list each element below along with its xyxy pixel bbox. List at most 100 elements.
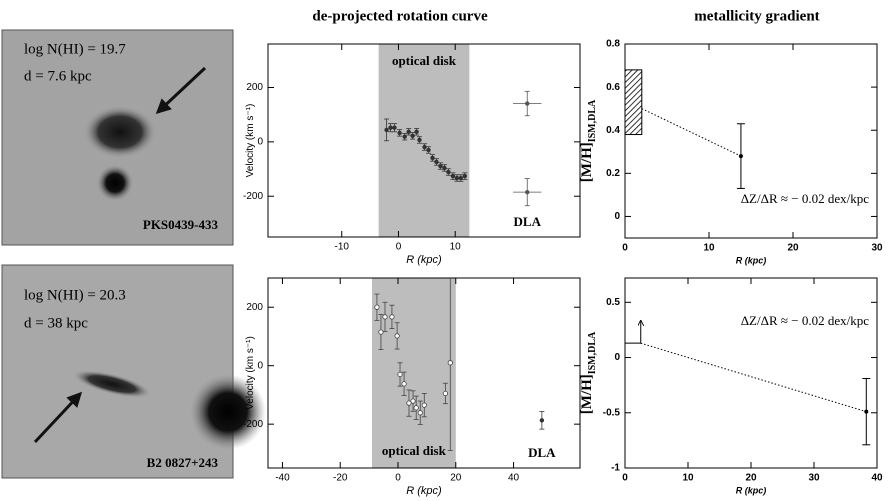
star xyxy=(190,374,266,450)
x-axis-label: R (kpc) xyxy=(406,485,442,497)
data-point xyxy=(525,189,530,195)
data-point xyxy=(388,125,393,130)
data-point xyxy=(374,304,380,310)
plot-frame xyxy=(624,277,878,469)
data-point xyxy=(450,173,456,179)
x-tick-label: -20 xyxy=(333,473,348,484)
plot-frame xyxy=(267,277,581,469)
data-point xyxy=(525,101,530,106)
data-point xyxy=(397,371,403,378)
y-tick-label: 0.5 xyxy=(606,297,620,308)
y-tick-label: 200 xyxy=(246,302,263,313)
y-axis-label-main: Velocity (km s⁻¹) xyxy=(245,104,256,178)
x-tick-label: 40 xyxy=(871,473,883,484)
data-point xyxy=(378,329,384,335)
optical-disk-band xyxy=(372,278,456,468)
x-tick-label: 20 xyxy=(450,473,462,484)
x-tick-label: 0 xyxy=(622,243,628,254)
data-point xyxy=(406,129,411,135)
arrow xyxy=(33,391,83,444)
data-point xyxy=(389,314,395,320)
x-axis-label: R (kpc) xyxy=(736,255,767,265)
data-point xyxy=(410,398,416,404)
y-tick-label: 0.4 xyxy=(606,125,620,136)
data-point xyxy=(413,405,419,411)
y-tick-label: 0.2 xyxy=(606,168,620,179)
data-point xyxy=(738,154,743,159)
galaxy xyxy=(84,106,156,158)
image-panel: log N(HI) = 19.7 d = 7.6 kpc PKS0439-433 xyxy=(1,29,234,246)
gradient-line xyxy=(641,108,742,157)
y-tick-label: 0 xyxy=(257,136,263,147)
y-axis-label-sub: ISM,DLA xyxy=(587,99,598,142)
x-tick-label: 20 xyxy=(787,243,799,254)
data-point xyxy=(402,134,407,139)
image-label: log N(HI) = 20.3 xyxy=(24,287,126,303)
data-point xyxy=(539,418,545,423)
x-tick-label: 0 xyxy=(622,473,628,484)
dla-label: DLA xyxy=(528,445,556,460)
data-point xyxy=(864,409,869,414)
plot-frame xyxy=(267,43,581,238)
y-tick-label: 0 xyxy=(614,211,620,222)
x-tick-label: 10 xyxy=(450,242,462,253)
band-label: optical disk xyxy=(382,443,447,458)
data-point xyxy=(458,175,464,181)
optical-disk-band xyxy=(378,44,470,237)
x-tick-label: 30 xyxy=(871,243,883,254)
column-title: metallicity gradient xyxy=(694,8,819,24)
y-tick-label: 0 xyxy=(614,352,620,363)
data-point xyxy=(421,402,427,408)
dla-label: DLA xyxy=(514,214,542,229)
y-axis-label: [M/H]ISM,DLA xyxy=(579,99,598,182)
data-point xyxy=(392,125,397,130)
data-point xyxy=(417,137,422,143)
y-tick-label: -200 xyxy=(243,191,263,202)
x-tick-label: -10 xyxy=(335,242,350,253)
data-point xyxy=(406,400,412,406)
data-point xyxy=(414,129,419,135)
y-tick-label: -200 xyxy=(243,419,263,430)
data-point xyxy=(382,314,388,320)
data-point xyxy=(447,360,453,366)
data-point xyxy=(417,410,423,416)
y-tick-label: 200 xyxy=(246,82,263,93)
y-tick-label: -1 xyxy=(611,463,620,474)
x-tick-label: 10 xyxy=(703,243,715,254)
x-axis-label: R (kpc) xyxy=(406,254,442,266)
gradient-line xyxy=(640,342,867,413)
x-tick-label: 0 xyxy=(396,242,402,253)
object-name: PKS0439-433 xyxy=(143,217,219,232)
y-axis-label: Velocity (km s⁻¹) xyxy=(245,104,256,178)
object-name: B2 0827+243 xyxy=(147,455,219,470)
x-tick-label: 10 xyxy=(682,473,694,484)
plot-frame xyxy=(624,43,878,239)
data-point xyxy=(401,381,407,387)
data-point xyxy=(442,165,447,171)
x-tick-label: 0 xyxy=(395,473,401,484)
y-tick-label: -0.5 xyxy=(603,407,621,418)
y-axis-label-main: Velocity (km s⁻¹) xyxy=(245,336,256,410)
ism-box xyxy=(624,69,643,136)
data-point xyxy=(434,159,439,165)
image-label: log N(HI) = 19.7 xyxy=(24,41,126,57)
data-point xyxy=(394,333,400,339)
galaxy xyxy=(97,165,133,201)
data-point xyxy=(430,155,435,161)
data-point xyxy=(446,169,451,175)
data-point xyxy=(410,133,415,139)
column-title: de-projected rotation curve xyxy=(312,8,488,24)
annotation: ΔZ/ΔR ≈ − 0.02 dex/kpc xyxy=(741,313,870,328)
chart: 0 10 20 30 40 -1 -0.5 0 0.5 R (kpc) [M/H]ISM,DLA ΔZ… xyxy=(579,277,883,495)
chart: optical disk -10 0 10 -200 0 200 R (kpc) Velocit… xyxy=(243,43,581,266)
image-frame xyxy=(1,264,234,479)
y-axis-label: [M/H]ISM,DLA xyxy=(579,331,598,414)
galaxy xyxy=(73,370,151,398)
image-label: d = 7.6 kpc xyxy=(24,68,92,84)
data-point xyxy=(397,130,402,136)
data-point xyxy=(454,175,460,181)
data-point xyxy=(462,173,468,179)
y-tick-label: 0.8 xyxy=(606,39,620,50)
x-axis-label: R (kpc) xyxy=(736,485,767,495)
